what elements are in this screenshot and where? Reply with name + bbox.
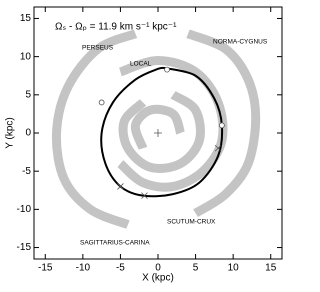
- chart-title: Ωₛ - Ωₚ = 11.9 km s⁻¹ kpc⁻¹: [55, 22, 177, 33]
- orbit-marker: [117, 183, 124, 190]
- orbit-marker: [98, 99, 105, 106]
- orbit-marker: [214, 144, 222, 152]
- spiral-arm: [186, 29, 261, 218]
- orbit-marker: [154, 129, 162, 137]
- y-tick-label: -15: [17, 242, 32, 253]
- arm-label: NORMA-CYGNUS: [213, 39, 268, 46]
- orbit-marker: [164, 66, 170, 73]
- y-tick-label: 10: [20, 51, 32, 62]
- spiral-arm: [118, 90, 205, 173]
- arm-label: SCUTUM-CRUX: [167, 219, 216, 226]
- y-tick-label: -5: [22, 166, 31, 177]
- y-tick-label: -10: [17, 204, 32, 215]
- x-tick-label: -10: [76, 263, 91, 274]
- x-axis-label: X (kpc): [142, 273, 174, 284]
- orbit-marker: [141, 192, 148, 199]
- y-tick-label: 5: [25, 89, 31, 100]
- chart: X (kpc) Y (kpc) -15 -10 -5 0 5 10 15 -15 -10 -5 0 5…: [5, 6, 283, 284]
- spiral-arm: [51, 29, 138, 229]
- orbit-marker: [218, 122, 225, 129]
- y-tick-label: 0: [25, 128, 31, 139]
- arm-label: PERSEUS: [82, 45, 114, 52]
- y-axis-label: Y (kpc): [5, 117, 16, 149]
- x-tick-label: 10: [228, 263, 240, 274]
- spiral-arm: [130, 104, 185, 150]
- x-tick-label: 0: [155, 263, 161, 274]
- y-tick-label: 15: [20, 13, 32, 24]
- x-tick-label: 5: [193, 263, 199, 274]
- orbit: [100, 66, 224, 198]
- arm-label: LOCAL: [130, 61, 152, 68]
- x-tick-label: -15: [38, 263, 53, 274]
- arm-label: SAGITTARIUS-CARINA: [80, 240, 150, 247]
- x-tick-label: 15: [265, 263, 277, 274]
- x-tick-label: -5: [116, 263, 125, 274]
